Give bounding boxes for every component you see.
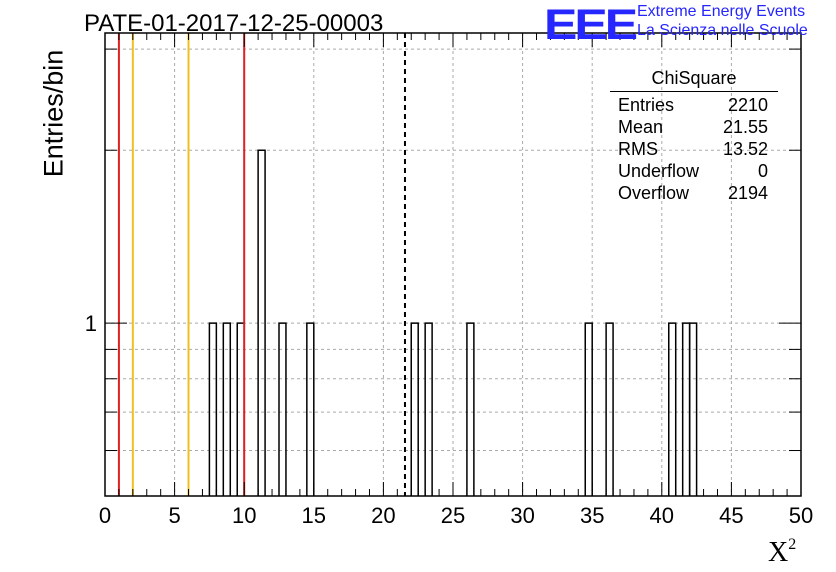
- x-axis-label: X2: [768, 536, 796, 569]
- stats-row: Underflow 0: [610, 160, 778, 182]
- x-tick-label: 10: [232, 503, 256, 528]
- logo-line-2: La Scienza nelle Scuole: [637, 22, 808, 39]
- stats-box: ChiSquare Entries 2210 Mean 21.55 RMS 13.52…: [610, 68, 778, 204]
- stats-title: ChiSquare: [610, 68, 778, 92]
- histogram-bin: [688, 322, 698, 496]
- histogram-bin: [257, 149, 266, 496]
- x-tick-label: 45: [719, 503, 743, 528]
- y-axis-label: Entries/bin: [38, 49, 69, 178]
- x-tick-label: 35: [580, 503, 604, 528]
- x-tick-label: 15: [302, 503, 326, 528]
- stats-label: RMS: [618, 139, 658, 159]
- stats-row: Mean 21.55: [610, 116, 778, 138]
- histogram-bin: [410, 322, 419, 496]
- histogram-bin: [278, 322, 287, 496]
- x-tick-label: 20: [371, 503, 395, 528]
- histogram-bin: [306, 322, 315, 496]
- stats-label: Underflow: [618, 161, 700, 181]
- histogram-bin: [605, 322, 614, 496]
- chart-title: PATE-01-2017-12-25-00003: [84, 10, 384, 37]
- stats-value: 0: [757, 161, 768, 181]
- stats-label: Mean: [618, 117, 664, 137]
- histogram-bin: [222, 322, 232, 496]
- stats-value: 21.55: [722, 117, 768, 137]
- x-tick-label: 50: [789, 503, 813, 528]
- stats-value: 2210: [727, 95, 768, 115]
- histogram-bin: [466, 322, 475, 496]
- x-axis-label-base: X: [768, 537, 789, 568]
- y-tick-label: 1: [85, 311, 97, 336]
- histogram-bin: [668, 322, 677, 496]
- stats-value: 13.52: [722, 139, 768, 159]
- histogram-bin: [208, 322, 218, 496]
- stats-row: Entries 2210: [610, 94, 778, 116]
- x-tick-label: 40: [650, 503, 674, 528]
- stats-label: Entries: [618, 95, 675, 115]
- histogram-bin: [584, 322, 593, 496]
- stats-value: 2194: [727, 183, 768, 203]
- stats-label: Overflow: [618, 183, 690, 203]
- x-axis-label-superscript: 2: [788, 536, 797, 553]
- logo-line-1: Extreme Energy Events: [637, 3, 806, 20]
- x-tick-label: 0: [99, 503, 111, 528]
- histogram-bin: [424, 322, 433, 496]
- stats-row: RMS 13.52: [610, 138, 778, 160]
- stats-row: Overflow 2194: [610, 182, 778, 204]
- x-tick-label: 25: [441, 503, 465, 528]
- x-tick-label: 30: [510, 503, 534, 528]
- eee-logo: EEE: [544, 0, 638, 49]
- x-tick-label: 5: [168, 503, 180, 528]
